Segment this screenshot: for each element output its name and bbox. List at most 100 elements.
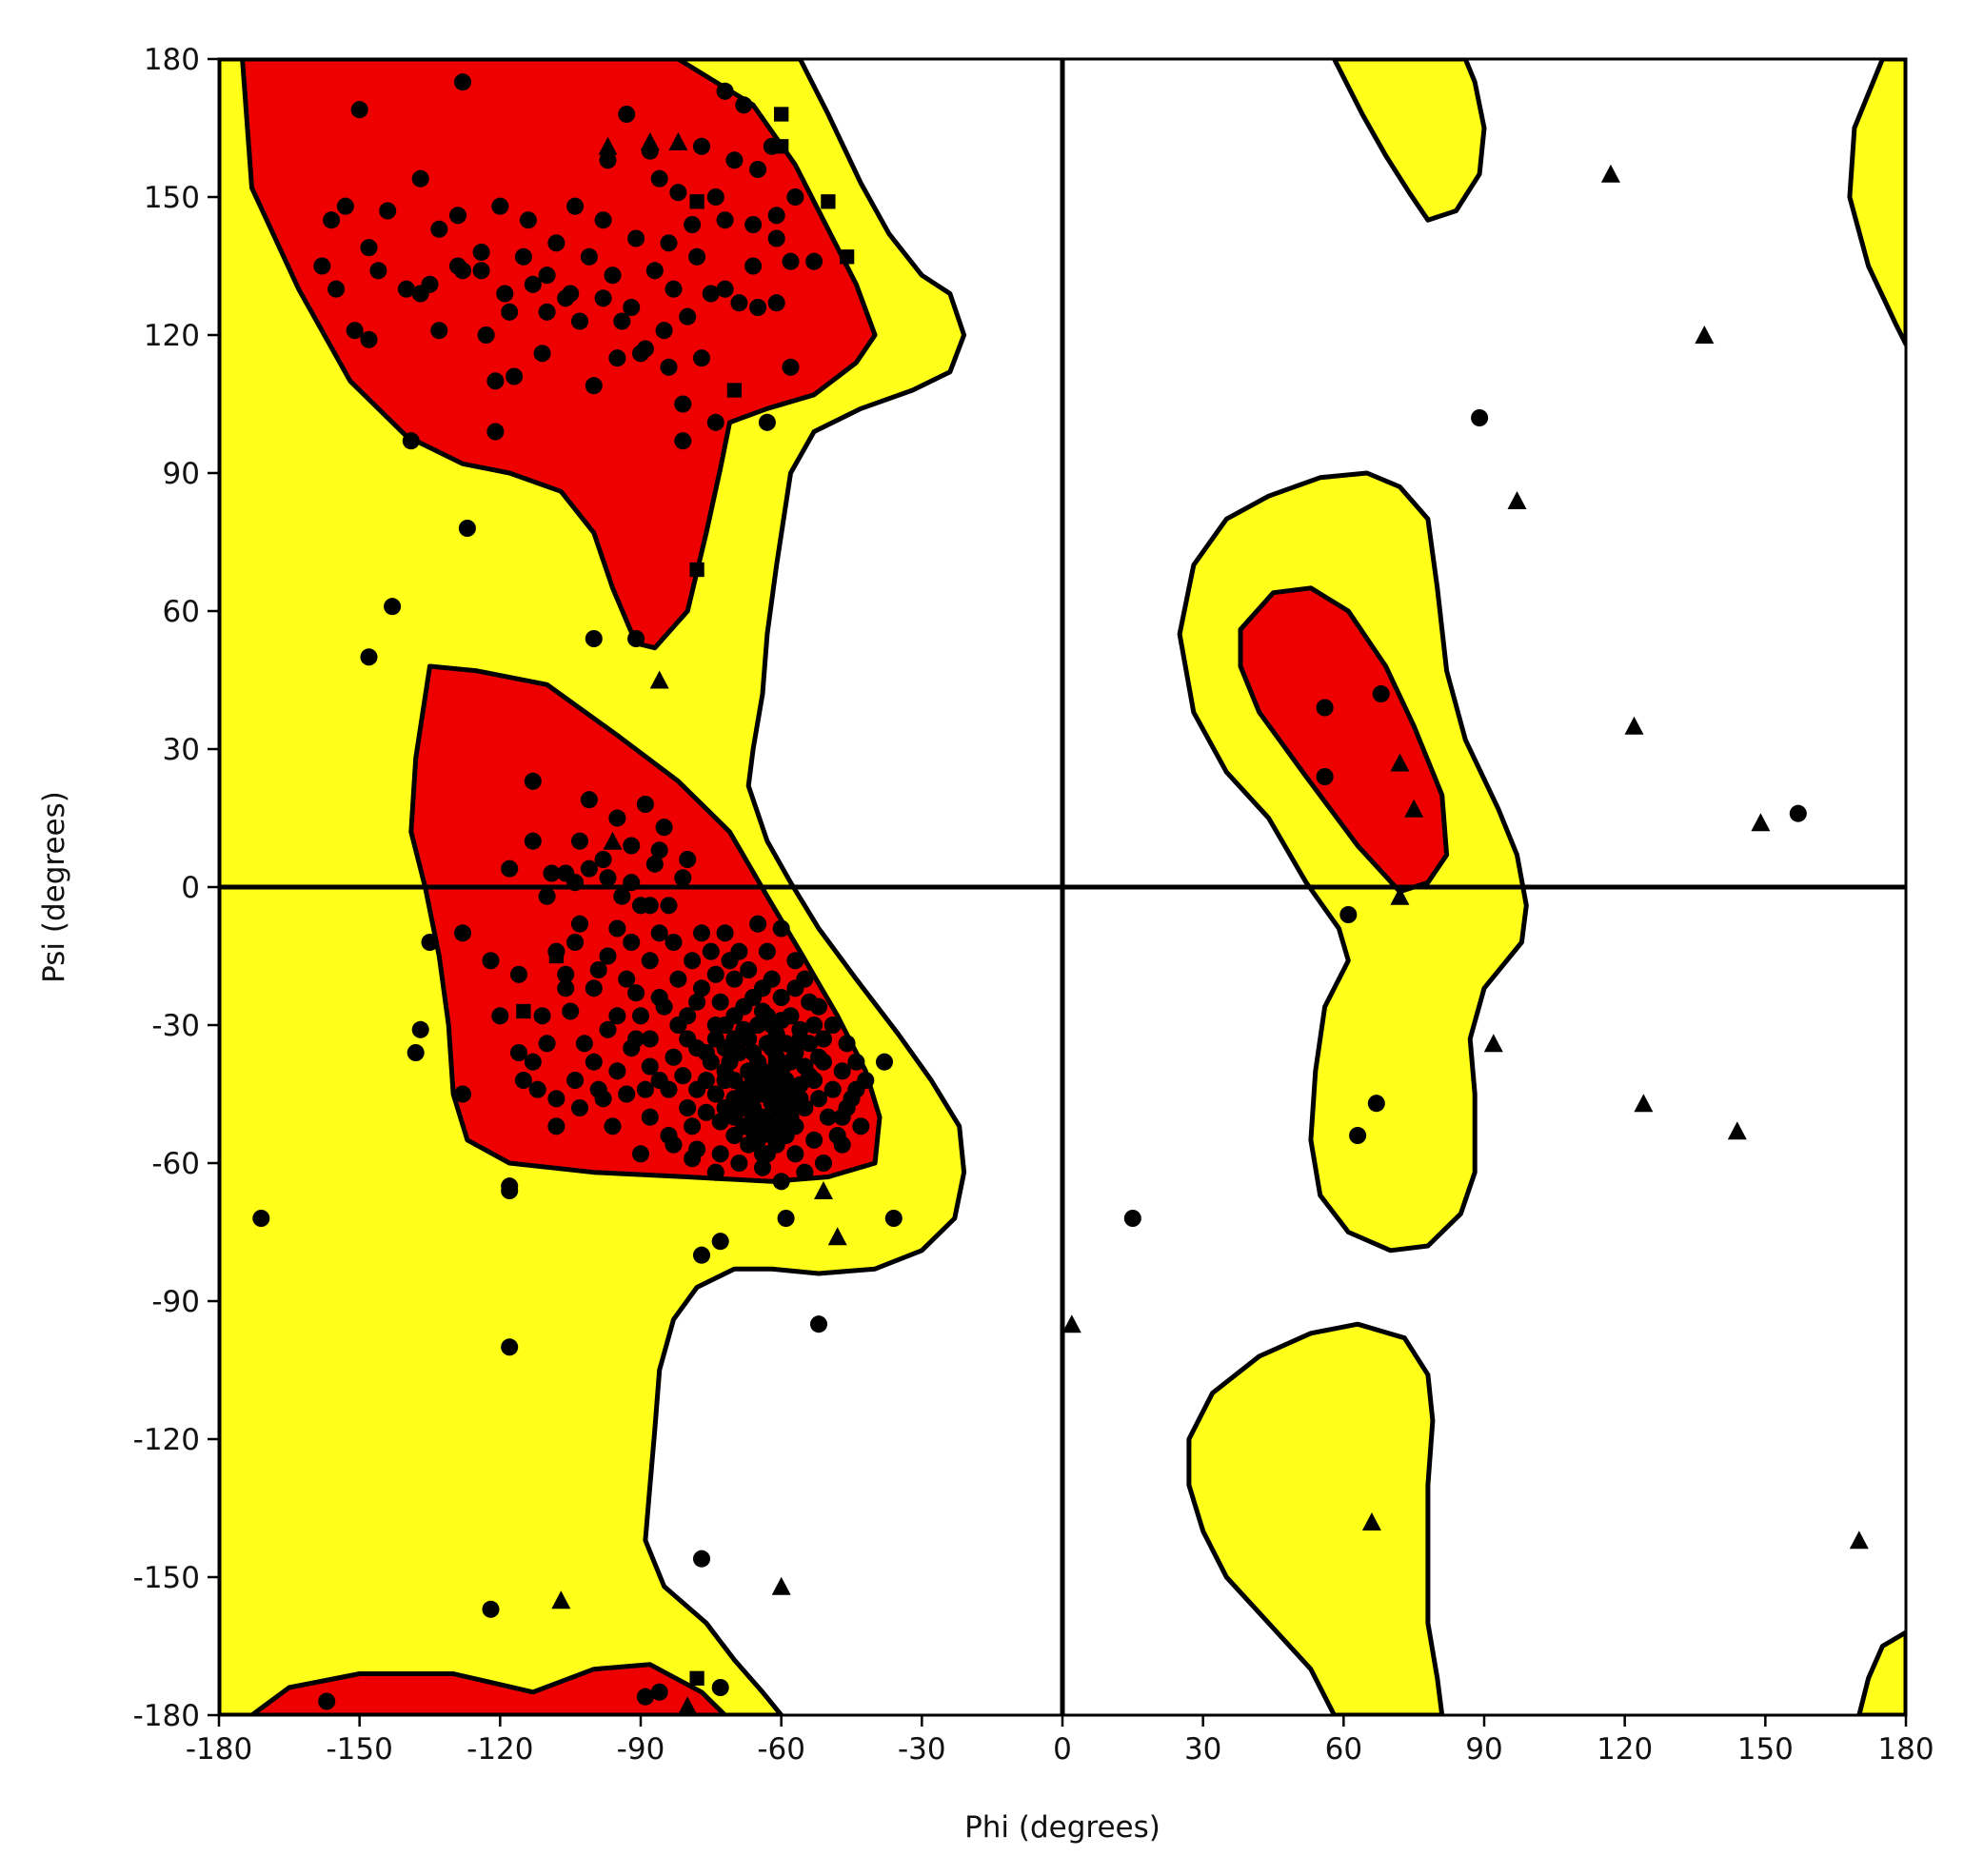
residue-point-triangle: [1751, 813, 1771, 832]
residue-point-circle: [360, 648, 378, 666]
residue-point-triangle: [1061, 1314, 1081, 1333]
residue-point-circle: [580, 247, 598, 266]
residue-point-circle: [384, 598, 402, 616]
residue-point-circle: [570, 832, 589, 850]
x-tick-label: 150: [1737, 1732, 1794, 1767]
residue-point-circle: [669, 184, 687, 202]
allowed-region: [1847, 59, 1906, 347]
residue-point-triangle: [1600, 164, 1620, 183]
residue-point-circle: [594, 211, 612, 229]
residue-point-circle: [623, 933, 641, 952]
residue-point-circle: [697, 1103, 715, 1121]
residue-point-triangle: [1849, 1530, 1869, 1550]
residue-point-circle: [566, 1071, 585, 1090]
residue-point-circle: [411, 285, 429, 303]
residue-point-circle: [641, 1108, 659, 1126]
residue-point-circle: [692, 1246, 711, 1264]
residue-point-circle: [453, 1085, 472, 1103]
residue-point-circle: [472, 262, 490, 280]
region-layer: [219, 59, 1906, 1715]
residue-point-circle: [763, 970, 781, 988]
residue-point-circle: [350, 101, 368, 119]
residue-point-circle: [847, 1080, 865, 1098]
x-tick-label: 60: [1325, 1732, 1362, 1767]
residue-point-square: [689, 562, 704, 578]
residue-point-circle: [650, 924, 668, 942]
residue-point-circle: [547, 1117, 565, 1135]
residue-point-circle: [711, 993, 729, 1011]
residue-point-circle: [566, 933, 585, 952]
residue-point-circle: [491, 197, 509, 215]
residue-point-circle: [430, 322, 448, 340]
residue-point-circle: [786, 952, 804, 970]
residue-point-circle: [749, 160, 767, 179]
y-tick-label: -30: [151, 1009, 200, 1043]
x-tick-label: -90: [617, 1732, 665, 1767]
residue-point-circle: [608, 919, 626, 938]
x-tick-label: 180: [1877, 1732, 1934, 1767]
residue-point-triangle: [1483, 1034, 1503, 1053]
residue-point-circle: [884, 1209, 903, 1228]
residue-point-circle: [506, 367, 524, 385]
residue-point-circle: [627, 629, 645, 648]
residue-point-circle: [448, 207, 467, 225]
residue-point-circle: [706, 413, 724, 431]
residue-point-triangle: [1727, 1121, 1747, 1140]
residue-point-circle: [786, 188, 804, 207]
residue-point-circle: [655, 819, 673, 837]
residue-point-circle: [631, 1145, 650, 1163]
residue-point-circle: [660, 358, 678, 376]
residue-point-circle: [613, 887, 631, 905]
residue-point-circle: [538, 303, 556, 321]
residue-point-circle: [852, 1117, 870, 1135]
residue-point-circle: [501, 1338, 519, 1356]
residue-point-circle: [453, 73, 472, 91]
residue-point-circle: [767, 1053, 785, 1071]
residue-point-circle: [763, 1126, 781, 1145]
residue-point-circle: [608, 1062, 626, 1080]
residue-point-circle: [684, 1150, 702, 1168]
residue-point-circle: [524, 832, 542, 850]
residue-point-circle: [814, 1154, 833, 1173]
residue-point-circle: [767, 294, 785, 312]
residue-point-circle: [458, 519, 476, 538]
residue-point-circle: [557, 979, 575, 997]
residue-point-circle: [665, 280, 683, 298]
residue-point-circle: [767, 207, 785, 225]
residue-point-circle: [1349, 1126, 1367, 1145]
residue-point-circle: [692, 137, 711, 155]
residue-point-circle: [453, 924, 472, 942]
residue-point-circle: [323, 211, 341, 229]
residue-point-circle: [336, 197, 354, 215]
residue-point-triangle: [1624, 716, 1644, 735]
residue-point-circle: [796, 1163, 814, 1181]
residue-point-circle: [772, 988, 790, 1007]
residue-point-circle: [1367, 1095, 1385, 1113]
residue-point-circle: [684, 215, 702, 234]
residue-point-circle: [575, 1035, 593, 1053]
x-axis-title: Phi (degrees): [964, 1810, 1161, 1845]
residue-point-circle: [570, 915, 589, 933]
residue-point-circle: [655, 322, 673, 340]
residue-point-circle: [613, 312, 631, 330]
residue-point-circle: [430, 220, 448, 238]
residue-point-circle: [782, 252, 800, 270]
residue-point-circle: [318, 1692, 336, 1710]
residue-point-circle: [641, 897, 659, 915]
residue-point-circle: [772, 1173, 790, 1191]
residue-point-circle: [711, 1233, 729, 1251]
residue-point-circle: [369, 262, 387, 280]
residue-point-circle: [313, 257, 331, 275]
residue-point-circle: [608, 809, 626, 827]
residue-point-circle: [706, 1085, 724, 1103]
y-axis-title: Psi (degrees): [37, 791, 71, 983]
residue-point-circle: [702, 942, 720, 960]
residue-point-circle: [674, 1067, 692, 1085]
residue-point-circle: [360, 330, 378, 348]
residue-point-circle: [809, 1315, 828, 1333]
y-tick-label: -90: [151, 1285, 200, 1319]
y-tick-label: -60: [151, 1147, 200, 1181]
residue-point-circle: [1316, 767, 1334, 786]
residue-point-circle: [570, 312, 589, 330]
